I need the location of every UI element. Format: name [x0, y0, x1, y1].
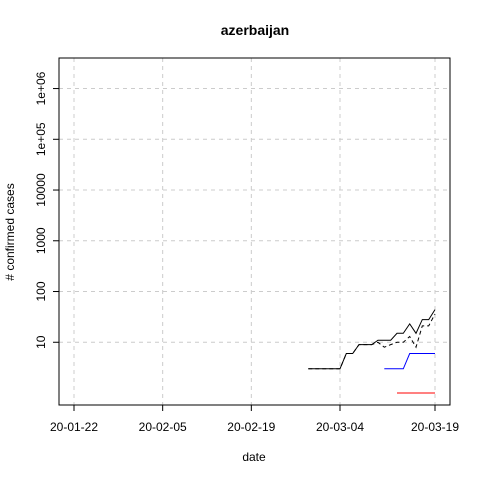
chart-title: azerbaijan	[221, 22, 289, 38]
y-axis-label: # confirmed cases	[3, 183, 17, 280]
y-tick-label: 1e+05	[34, 122, 48, 156]
y-axis: 10 100 1000 10000 1e+05 1e+06	[34, 71, 60, 349]
x-tick-label: 20-02-05	[139, 420, 187, 434]
y-tick-label: 100	[34, 281, 48, 301]
x-tick-label: 20-01-22	[50, 420, 98, 434]
x-axis-label: date	[242, 450, 266, 464]
x-axis: 20-01-22 20-02-05 20-02-19 20-03-04 20-03-19	[50, 404, 459, 434]
y-tick-label: 10000	[34, 173, 48, 207]
y-tick-label: 1000	[34, 227, 48, 254]
x-tick-label: 20-02-19	[227, 420, 275, 434]
plot-frame	[58, 57, 451, 406]
y-tick-label: 10	[34, 335, 48, 349]
series-line-0	[308, 309, 436, 370]
y-tick-label: 1e+06	[34, 71, 48, 105]
series-line-1	[308, 313, 436, 370]
grid	[59, 58, 450, 405]
series-layer	[308, 309, 436, 394]
x-tick-label: 20-03-19	[411, 420, 459, 434]
series-line-2	[384, 353, 435, 370]
x-tick-label: 20-03-04	[316, 420, 364, 434]
